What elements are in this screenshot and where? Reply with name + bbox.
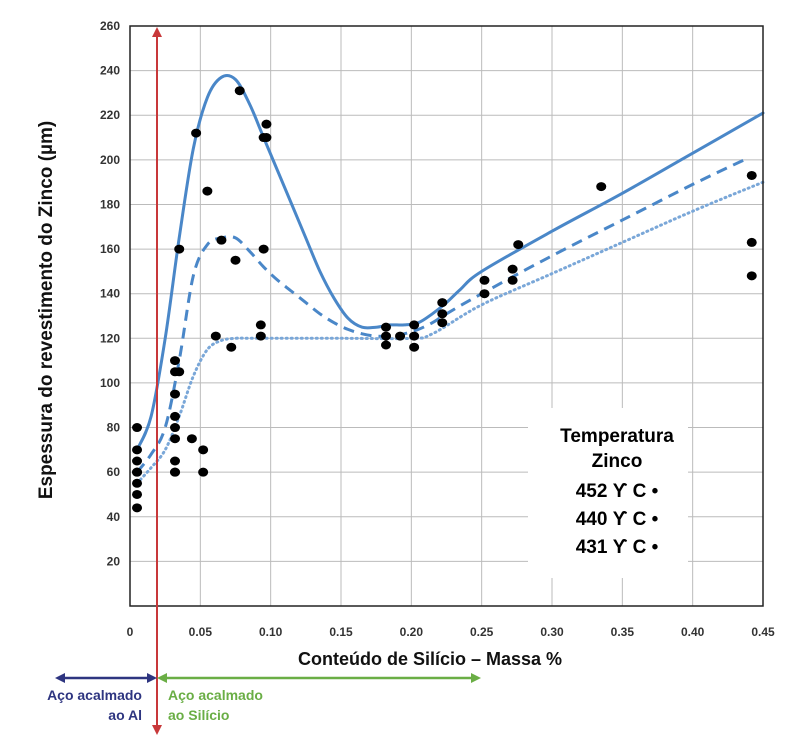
- data-point: [132, 456, 143, 466]
- data-point: [191, 128, 202, 138]
- data-point: [170, 356, 181, 366]
- data-point: [513, 240, 524, 250]
- data-point: [746, 237, 757, 247]
- data-point: [596, 182, 607, 192]
- legend-entry-452: 452 ϒ C •: [576, 481, 659, 502]
- data-point: [381, 322, 392, 332]
- x-tick-label: 0.40: [681, 625, 705, 639]
- si-killed-label-line1: Aço acalmado: [168, 687, 263, 703]
- y-tick-label: 100: [100, 376, 120, 390]
- x-axis-title: Conteúdo de Silício – Massa %: [298, 649, 562, 669]
- plot-frame: [129, 25, 764, 607]
- data-point: [198, 467, 209, 477]
- data-point: [132, 478, 143, 488]
- data-point: [437, 298, 448, 308]
- y-tick-labels: 20 40 60 80 100 120 140 160 180 200 220 240 260: [100, 19, 120, 568]
- data-point: [210, 331, 221, 341]
- data-points: [132, 86, 757, 513]
- x-tick-label: 0.25: [470, 625, 494, 639]
- legend-entry-431: 431 ϒ C •: [576, 537, 659, 558]
- x-tick-label: 0.05: [189, 625, 213, 639]
- data-point: [409, 320, 420, 330]
- x-tick-label: 0.30: [540, 625, 564, 639]
- y-tick-label: 20: [107, 554, 121, 568]
- data-point: [255, 331, 266, 341]
- data-point: [170, 434, 181, 444]
- series-line-dashed: [135, 156, 750, 474]
- data-point: [437, 309, 448, 319]
- x-tick-label: 0.20: [400, 625, 424, 639]
- data-point: [746, 170, 757, 180]
- data-point: [395, 331, 406, 341]
- data-point: [216, 235, 227, 245]
- x-tick-label: 0.45: [751, 625, 775, 639]
- data-point: [202, 186, 213, 196]
- y-tick-label: 240: [100, 64, 120, 78]
- data-point: [170, 411, 181, 421]
- data-point: [381, 331, 392, 341]
- legend-entry-440: 440 ϒ C •: [576, 509, 659, 530]
- x-tick-label: 0.35: [611, 625, 635, 639]
- y-tick-label: 40: [107, 510, 121, 524]
- data-point: [507, 275, 518, 285]
- y-tick-label: 80: [107, 421, 121, 435]
- data-point: [479, 275, 490, 285]
- data-point: [226, 342, 237, 352]
- data-point: [234, 86, 245, 96]
- x-tick-label: 0: [127, 625, 134, 639]
- y-tick-label: 220: [100, 108, 120, 122]
- data-point: [437, 318, 448, 328]
- data-point: [132, 445, 143, 455]
- legend-title-line2: Zinco: [592, 451, 643, 472]
- data-point: [170, 423, 181, 433]
- x-tick-label: 0.10: [259, 625, 283, 639]
- data-point: [132, 423, 143, 433]
- x-tick-label: 0.15: [329, 625, 353, 639]
- y-tick-label: 160: [100, 242, 120, 256]
- data-point: [381, 340, 392, 350]
- data-point: [170, 467, 181, 477]
- data-point: [479, 289, 490, 299]
- data-point: [132, 503, 143, 513]
- data-point: [198, 445, 209, 455]
- data-point: [258, 244, 269, 254]
- y-tick-label: 60: [107, 465, 121, 479]
- data-point: [255, 320, 266, 330]
- x-tick-labels: 0 0.05 0.10 0.15 0.20 0.25 0.30 0.35 0.40 0.45: [127, 625, 775, 639]
- legend-background: [528, 408, 688, 578]
- data-point: [132, 467, 143, 477]
- data-point: [261, 119, 272, 129]
- al-killed-label-line2: ao Al: [108, 707, 142, 723]
- data-point: [746, 271, 757, 281]
- data-point: [132, 489, 143, 499]
- legend: Temperatura Zinco 452 ϒ C • 440 ϒ C • 43…: [528, 408, 688, 578]
- si-killed-label-line2: ao Silício: [168, 707, 229, 723]
- data-point: [170, 456, 181, 466]
- data-point: [409, 331, 420, 341]
- data-point: [174, 367, 185, 377]
- y-tick-label: 180: [100, 197, 120, 211]
- data-point: [409, 342, 420, 352]
- data-point: [261, 133, 272, 143]
- data-point: [186, 434, 197, 444]
- y-axis-title: Espessura do revestimento do Zinco (µm): [36, 121, 57, 499]
- y-tick-label: 200: [100, 153, 120, 167]
- y-tick-label: 260: [100, 19, 120, 33]
- y-tick-label: 120: [100, 331, 120, 345]
- data-point: [170, 389, 181, 399]
- data-point: [230, 255, 241, 265]
- legend-title-line1: Temperatura: [560, 426, 674, 447]
- y-tick-label: 140: [100, 287, 120, 301]
- data-point: [507, 264, 518, 274]
- series-line-solid: [135, 74, 765, 452]
- al-killed-label-line1: Aço acalmado: [47, 687, 142, 703]
- data-point: [174, 244, 185, 254]
